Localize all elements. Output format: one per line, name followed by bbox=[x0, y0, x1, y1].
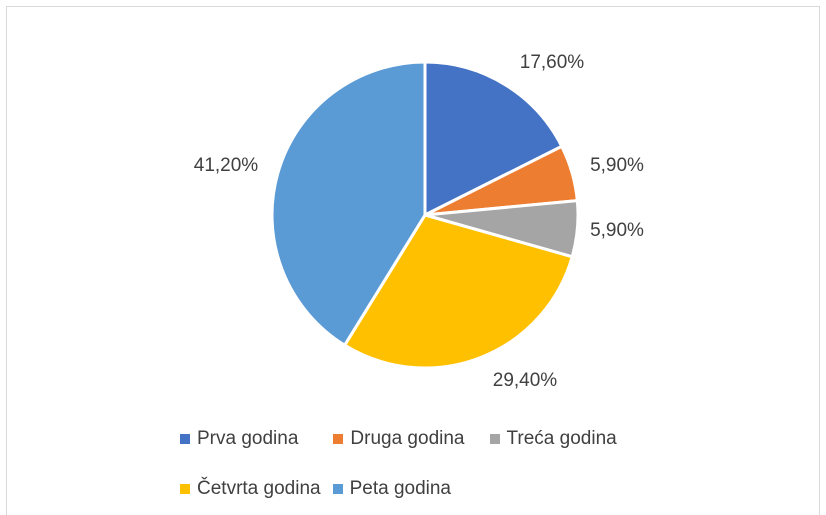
data-label: 17,60% bbox=[520, 52, 585, 73]
data-label: 5,90% bbox=[590, 220, 644, 241]
legend-item-prva-godina: Prva godina bbox=[180, 428, 298, 450]
legend-label: Prva godina bbox=[197, 428, 299, 449]
pie-slices bbox=[270, 60, 580, 370]
legend-swatch bbox=[180, 434, 190, 444]
pie-slice-peta-godina bbox=[270, 60, 427, 347]
pie-slice-prva-godina bbox=[423, 60, 564, 217]
data-label: 5,90% bbox=[590, 155, 644, 176]
legend-row-1: Prva godina Druga godina Treća godina bbox=[180, 428, 617, 450]
legend-swatch bbox=[333, 434, 344, 444]
legend-label: Druga godina bbox=[350, 428, 465, 449]
legend-item-cetvrta-godina: Četvrta godina bbox=[180, 478, 321, 500]
legend-label: Treća godina bbox=[506, 428, 617, 449]
legend-item-treca-godina: Treća godina bbox=[489, 428, 617, 450]
legend-swatch bbox=[332, 484, 343, 494]
data-label: 41,20% bbox=[194, 155, 259, 176]
legend-row-2: Četvrta godina Peta godina bbox=[180, 478, 451, 500]
legend-swatch bbox=[180, 484, 190, 494]
legend-label: Četvrta godina bbox=[197, 478, 321, 499]
legend-swatch bbox=[489, 434, 500, 444]
legend-item-peta-godina: Peta godina bbox=[332, 478, 451, 500]
legend-item-druga-godina: Druga godina bbox=[333, 428, 465, 450]
data-label: 29,40% bbox=[493, 370, 558, 391]
pie-data-labels: 17,60% 5,90% 5,90% 29,40% 41,20% bbox=[194, 52, 644, 391]
legend-label: Peta godina bbox=[349, 478, 451, 499]
